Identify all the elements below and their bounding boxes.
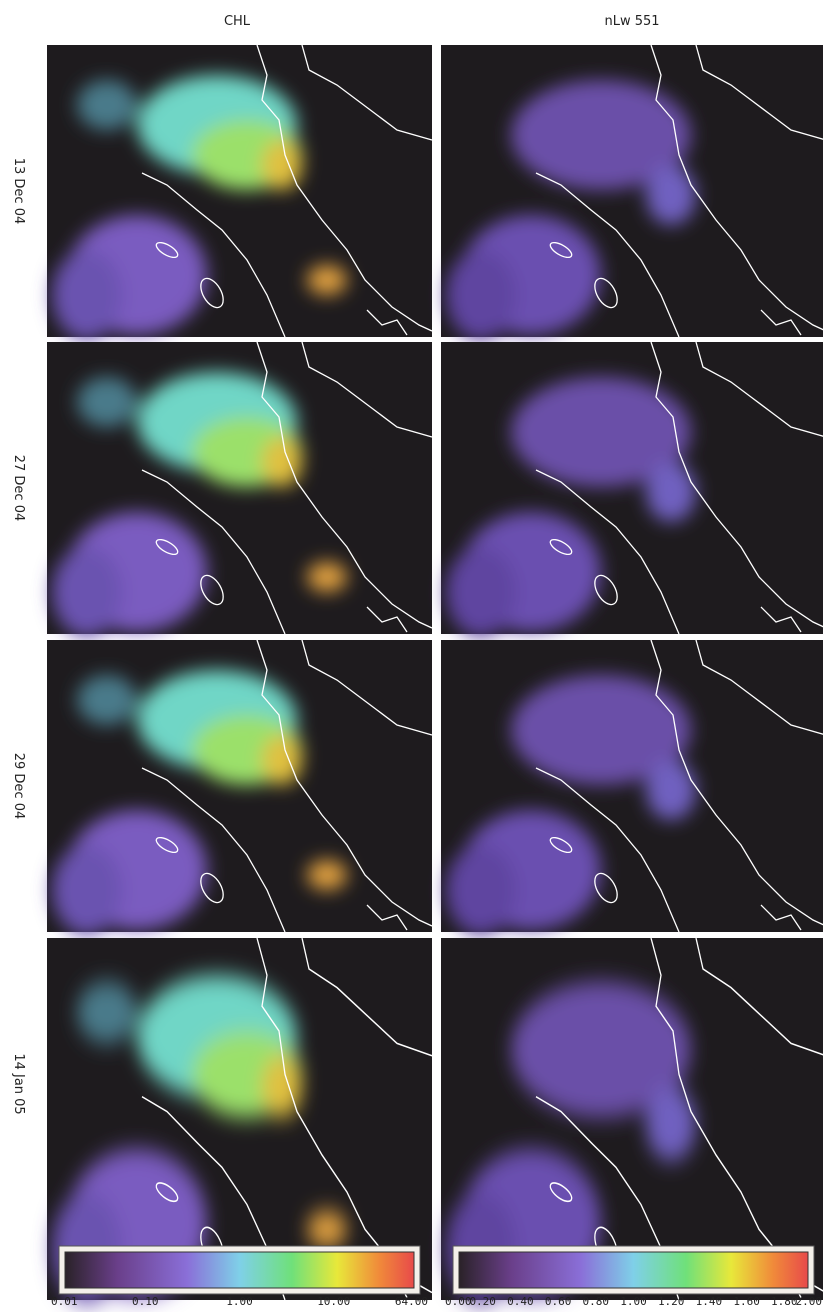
colorbar-label: 0.01 <box>51 1295 78 1308</box>
row-label: 27 Dec 04 <box>11 455 26 522</box>
map-panel <box>441 45 823 340</box>
colorbar-gradient <box>65 1252 414 1288</box>
map-image <box>441 342 823 637</box>
map-image <box>441 640 823 935</box>
map-panel <box>47 45 432 340</box>
colorbar-label: 1.00 <box>226 1295 253 1308</box>
map-panel <box>441 342 823 637</box>
row-label: 13 Dec 04 <box>11 158 26 225</box>
map-image <box>47 342 432 637</box>
row-label: 14 Jan 05 <box>11 1053 26 1114</box>
map-image <box>47 45 432 340</box>
colorbar-label: 0.80 <box>583 1295 610 1308</box>
colorbar-label: 0.20 <box>469 1295 496 1308</box>
colorbar-label: 1.60 <box>733 1295 760 1308</box>
map-image <box>441 45 823 340</box>
colorbar-label: 0.40 <box>507 1295 534 1308</box>
colorbar-label: 1.80 <box>771 1295 798 1308</box>
map-panel <box>441 640 823 935</box>
column-header: nLw 551 <box>604 14 659 29</box>
figure: CHL nLw 551 13 Dec 04 27 Dec 04 29 Dec 04 1… <box>0 0 823 1312</box>
colorbar-label: 0.60 <box>545 1295 572 1308</box>
colorbar-label: 0.10 <box>132 1295 159 1308</box>
colorbar-label: 10.00 <box>317 1295 350 1308</box>
row-label: 29 Dec 04 <box>11 753 26 820</box>
colorbar-label: 1.00 <box>620 1295 647 1308</box>
colorbar-label: 1.40 <box>696 1295 723 1308</box>
colorbar-label: 2.00 <box>796 1295 823 1308</box>
map-image <box>47 640 432 935</box>
map-panel <box>47 640 432 935</box>
map-panel <box>47 342 432 637</box>
colorbar-label: 64.00 <box>395 1295 428 1308</box>
column-header: CHL <box>224 14 251 29</box>
colorbar-label: 1.20 <box>658 1295 685 1308</box>
colorbar-label: 0.00 <box>445 1295 472 1308</box>
colorbar-gradient <box>459 1252 808 1288</box>
